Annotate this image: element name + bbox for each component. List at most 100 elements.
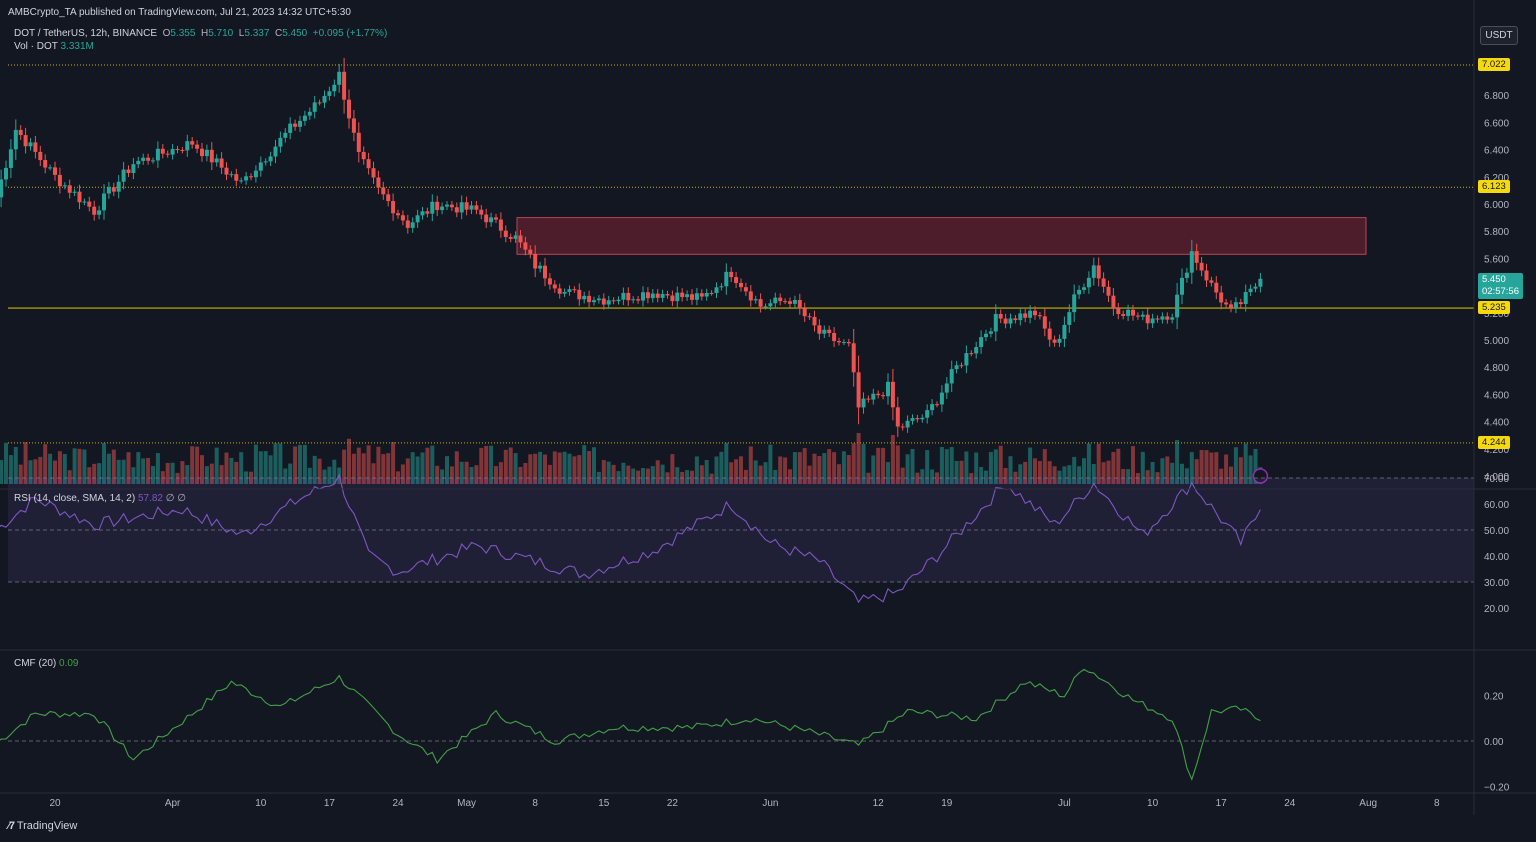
candle-body xyxy=(743,287,748,292)
high-label: H xyxy=(200,28,209,39)
candle-body xyxy=(841,342,846,344)
volume-bar xyxy=(234,461,239,484)
candle-body xyxy=(832,333,837,342)
volume-bar xyxy=(155,453,160,484)
volume-bar xyxy=(690,470,694,484)
candle-body xyxy=(155,148,160,161)
candle-body xyxy=(445,204,449,207)
volume-bar xyxy=(106,453,111,484)
candle-body xyxy=(8,149,13,168)
candle-body xyxy=(939,392,944,405)
candle-body xyxy=(690,294,694,300)
volume-bar xyxy=(229,457,234,484)
candle-body xyxy=(136,160,141,165)
rsi-legend[interactable]: RSI (14, close, SMA, 14, 2) 57.82 ∅ ∅ xyxy=(14,493,186,504)
volume-bar xyxy=(915,472,920,484)
volume-bar xyxy=(386,453,391,484)
candle-body xyxy=(616,299,621,302)
candle-body xyxy=(1243,292,1248,305)
volume-bar xyxy=(641,468,645,484)
volume-bar xyxy=(552,451,557,484)
volume-bar xyxy=(743,469,748,484)
candle-body xyxy=(895,407,900,427)
volume-bar xyxy=(43,444,48,484)
volume-bar xyxy=(601,460,606,484)
symbol-legend[interactable]: DOT / TetherUS, 12h, BINANCE O5.355 H5.7… xyxy=(14,28,387,39)
candle-body xyxy=(175,149,180,151)
candle-body xyxy=(606,300,611,305)
candle-body xyxy=(23,135,28,147)
volume-bar xyxy=(1067,465,1072,484)
volume-bar xyxy=(582,445,587,484)
volume-bar xyxy=(97,463,102,484)
candle-body xyxy=(665,294,670,296)
candle-body xyxy=(38,151,43,161)
volume-bar xyxy=(827,449,832,484)
candle-body xyxy=(459,202,464,213)
candle-body xyxy=(53,167,57,175)
cmf-axis-label: 0.20 xyxy=(1484,692,1504,703)
cmf-pane xyxy=(0,668,1474,781)
candle-body xyxy=(111,187,116,192)
candle-body xyxy=(1214,282,1219,293)
candle-body xyxy=(645,292,650,299)
volume-bar xyxy=(209,463,214,484)
volume-bar xyxy=(807,465,812,484)
volume-bar xyxy=(141,458,146,484)
candle-body xyxy=(1165,316,1170,320)
volume-bar xyxy=(979,466,984,484)
candle-body xyxy=(234,174,239,181)
rsi-label: RSI (14, close, SMA, 14, 2) xyxy=(14,493,136,504)
candle-body xyxy=(802,308,807,317)
currency-button[interactable]: USDT xyxy=(1480,26,1518,45)
volume-bar xyxy=(0,460,4,484)
volume-bar xyxy=(1013,471,1018,484)
cmf-legend[interactable]: CMF (20) 0.09 xyxy=(14,658,78,669)
candle-body xyxy=(391,201,396,214)
volume-bar xyxy=(190,446,195,484)
volume-bar xyxy=(464,461,469,484)
volume-bar xyxy=(307,467,312,484)
candle-body xyxy=(1135,315,1140,317)
candle-body xyxy=(1209,280,1214,283)
volume-bar xyxy=(817,456,822,484)
candle-body xyxy=(327,91,332,96)
rsi-value: 57.82 xyxy=(137,493,163,504)
tradingview-brand[interactable]: ⁄7 TradingView xyxy=(8,820,77,832)
candle-body xyxy=(964,353,969,366)
volume-bar xyxy=(249,471,253,484)
time-axis-label: Aug xyxy=(1359,798,1377,809)
candle-body xyxy=(449,204,454,208)
volume-bar xyxy=(543,454,547,484)
candle-body xyxy=(253,170,258,178)
candle-body xyxy=(381,187,386,195)
support-tag: 5.235 xyxy=(1478,301,1510,314)
volume-bar xyxy=(998,445,1003,484)
volume-bar xyxy=(28,460,33,484)
volume-bar xyxy=(18,464,23,484)
volume-legend[interactable]: Vol · DOT 3.331M xyxy=(14,41,94,52)
volume-bar xyxy=(846,455,851,484)
candle-body xyxy=(151,160,155,162)
candle-body xyxy=(866,398,871,400)
volume-bar xyxy=(479,447,484,484)
rsi-axis-label: 50.00 xyxy=(1484,526,1509,537)
candle-body xyxy=(415,215,420,223)
volume-bar xyxy=(616,471,621,484)
candle-body xyxy=(944,383,949,393)
candle-body xyxy=(278,137,283,147)
candle-body xyxy=(886,381,890,397)
candle-body xyxy=(405,220,410,228)
high-value: 5.710 xyxy=(208,28,234,39)
candle-body xyxy=(420,211,425,216)
candle-body xyxy=(1106,286,1111,296)
candle-body xyxy=(1170,317,1175,320)
volume-bar xyxy=(356,447,361,484)
time-axis-label: Jun xyxy=(762,798,778,809)
volume-bar xyxy=(420,452,425,484)
candle-body xyxy=(200,148,204,157)
candle-body xyxy=(611,300,616,302)
volume-bar xyxy=(1052,466,1057,484)
price-axis-label: 6.400 xyxy=(1484,146,1509,157)
